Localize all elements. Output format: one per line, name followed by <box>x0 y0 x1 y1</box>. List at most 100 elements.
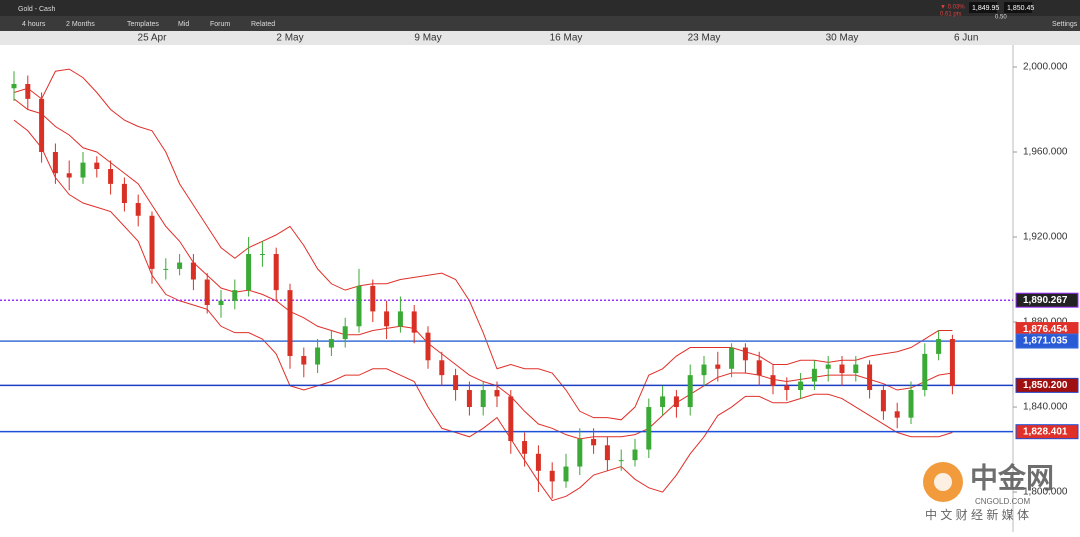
y-tick-label: 1,920.000 <box>1023 232 1068 243</box>
toolbar <box>0 16 1080 31</box>
x-tick-label: 2 May <box>276 33 303 44</box>
settings[interactable]: Settings <box>1052 21 1078 28</box>
candle-body <box>425 332 431 361</box>
button[interactable]: Templates <box>127 21 159 28</box>
candle-body <box>549 470 555 482</box>
candle-body <box>618 460 624 462</box>
candle-body <box>177 262 183 269</box>
candle-body <box>480 390 486 408</box>
level-box <box>1015 333 1079 349</box>
date-axis <box>0 31 1080 45</box>
candle-body <box>121 183 127 204</box>
x-tick-label: 23 May <box>688 33 721 44</box>
candle-body <box>328 339 334 348</box>
level-label: 1,876.454 <box>1023 324 1068 335</box>
candle-body <box>936 339 942 354</box>
candle-body <box>315 347 321 365</box>
candle-body <box>825 364 831 369</box>
level-box <box>1015 292 1079 308</box>
instrument[interactable]: Gold - Cash <box>18 6 55 13</box>
candle-body <box>522 441 528 454</box>
candle-body <box>604 445 610 461</box>
candle-body <box>108 169 114 184</box>
candle-body <box>949 339 955 386</box>
candle-body <box>839 364 845 374</box>
candle-body <box>80 162 86 178</box>
ask[interactable]: 1,850.45 <box>1007 5 1034 12</box>
candle-body <box>687 375 693 408</box>
candle-body <box>439 360 445 376</box>
candle-body <box>259 254 265 256</box>
candle-body <box>508 396 514 442</box>
candle-body <box>563 466 569 482</box>
candle-body <box>397 311 403 327</box>
candle-body <box>301 356 307 365</box>
x-tick-label: 16 May <box>550 33 583 44</box>
candle-body <box>494 390 500 397</box>
candle-body <box>342 326 348 340</box>
candle-body <box>867 364 873 391</box>
watermark-url: CNGOLD.COM <box>975 497 1030 506</box>
level-label: 1,890.267 <box>1023 295 1068 306</box>
range[interactable]: 2 Months <box>66 21 95 28</box>
watermark-sub: 中 文 财 经 新 媒 体 <box>925 507 1029 522</box>
band-line <box>13 68 953 421</box>
x-tick-label: 6 Jun <box>954 33 978 44</box>
candle-body <box>149 215 155 269</box>
ask-box[interactable] <box>1004 2 1032 13</box>
candle-body <box>770 375 776 386</box>
watermark: 中金网 <box>970 461 1054 493</box>
candle-body <box>370 285 376 312</box>
candle-body <box>591 438 597 446</box>
candle-body <box>577 438 583 467</box>
x-tick-label: 30 May <box>826 33 859 44</box>
candle-body <box>811 368 817 382</box>
candle-body <box>190 262 196 280</box>
candle-body <box>673 396 679 408</box>
candle-body <box>853 364 859 374</box>
candle-body <box>742 347 748 361</box>
watermark-logo <box>934 473 952 491</box>
candle-body <box>273 254 279 291</box>
candle-body <box>246 254 252 291</box>
y-tick-label: 1,960.000 <box>1023 147 1068 158</box>
spread: 0.50 <box>995 15 1007 21</box>
bid-box[interactable] <box>969 2 997 13</box>
candle-body <box>894 411 900 418</box>
level-label: 1,850.200 <box>1023 380 1068 391</box>
candle-body <box>466 390 472 408</box>
candle-body <box>287 290 293 357</box>
change-pts: 0.61 pts <box>940 12 961 18</box>
candle-body <box>356 285 362 327</box>
bid[interactable]: 1,849.95 <box>972 5 999 12</box>
candle-body <box>632 449 638 461</box>
candle-body <box>52 152 58 174</box>
candle-body <box>660 396 666 408</box>
band-line <box>13 119 953 502</box>
button[interactable]: Forum <box>210 21 230 28</box>
candle-body <box>646 407 652 450</box>
candle-body <box>880 390 886 412</box>
candle-body <box>729 347 735 369</box>
plot: 2,000.0001,960.0001,920.0001,880.0001,84… <box>0 33 1079 502</box>
candle-body <box>411 311 417 333</box>
candle-body <box>384 311 390 327</box>
candle-body <box>798 381 804 391</box>
candle-body <box>163 268 169 270</box>
button[interactable]: Related <box>251 21 275 28</box>
candle-body <box>66 173 72 178</box>
candle-body <box>453 375 459 391</box>
button[interactable]: Mid <box>178 21 189 28</box>
candle-body <box>135 203 141 216</box>
interval[interactable]: 4 hours <box>22 21 46 28</box>
candle-body <box>701 364 707 376</box>
candle-body <box>715 364 721 369</box>
x-tick-label: 25 Apr <box>138 33 168 44</box>
candle-body <box>784 385 790 391</box>
level-box <box>1015 424 1079 440</box>
x-tick-label: 9 May <box>414 33 441 44</box>
candle-body <box>232 290 238 301</box>
candle-body <box>218 300 224 306</box>
candle-body <box>922 353 928 391</box>
